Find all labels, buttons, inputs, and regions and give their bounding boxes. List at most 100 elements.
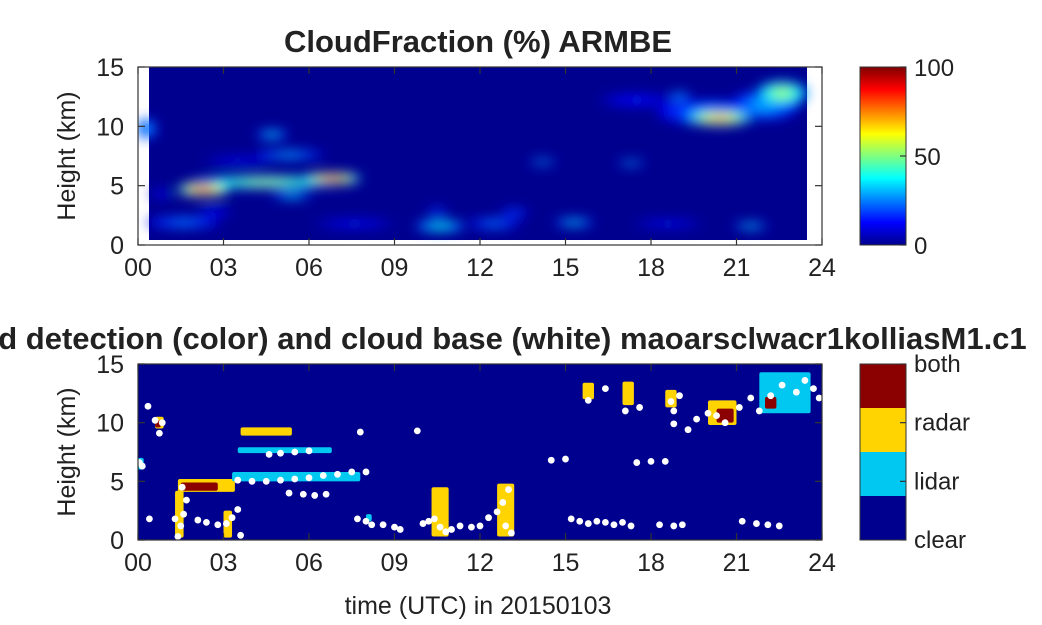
cloud-base-point <box>792 388 800 396</box>
cloud-base-point <box>627 522 635 530</box>
detection-both <box>180 482 218 491</box>
bottom-y-tick-label: 10 <box>96 410 124 438</box>
cloud-base-point <box>619 519 626 526</box>
cloud-fraction-blob <box>434 209 441 214</box>
top-y-axis: 0 5 10 15 <box>96 54 822 260</box>
cloud-fraction-blob <box>432 224 448 229</box>
top-x-tick-label: 09 <box>381 254 409 282</box>
cloud-base-point <box>425 517 433 525</box>
cloud-fraction-blob <box>173 220 194 225</box>
cloud-fraction-blob <box>626 98 648 103</box>
cloud-base-point <box>436 523 444 531</box>
cloud-base-point <box>322 490 330 498</box>
cloud-fraction-blob <box>143 126 150 132</box>
cloud-base-point <box>499 499 507 506</box>
cloud-base-point <box>456 522 464 530</box>
bottom-colorbar-tick-label: both <box>914 351 961 378</box>
cloud-fraction-blob <box>774 89 790 97</box>
bottom-colorbar-segment <box>860 496 906 540</box>
cloud-base-point <box>764 521 772 529</box>
cloud-fraction-blob <box>627 161 636 166</box>
cloud-base-point <box>476 522 484 530</box>
cloud-base-point <box>507 529 515 537</box>
cloud-base-point <box>299 490 307 498</box>
cloud-base-point <box>505 486 512 493</box>
bottom-x-tick-label: 09 <box>381 549 409 577</box>
bottom-colorbar-tick-label: lidar <box>914 468 959 495</box>
cloud-base-point <box>753 520 760 527</box>
bottom-y-tick-label: 15 <box>96 351 124 379</box>
detection-both <box>765 396 777 409</box>
cloud-base-point <box>146 515 153 523</box>
cloud-base-point <box>178 483 186 491</box>
cloud-base-point <box>431 515 438 523</box>
cloud-base-point <box>747 394 755 402</box>
cloud-base-point <box>291 475 299 483</box>
cloud-base-point <box>311 492 319 499</box>
cloud-base-point <box>234 506 242 513</box>
cloud-base-point <box>262 477 270 485</box>
detection-both <box>716 408 734 423</box>
cloud-base-point <box>448 526 455 533</box>
cloud-base-point <box>661 457 669 465</box>
cloud-fraction-blob <box>343 221 366 226</box>
top-y-tick-label: 15 <box>96 54 124 82</box>
cloud-base-point <box>621 407 629 415</box>
cloud-base-point <box>721 419 729 427</box>
cloud-fraction-blob <box>245 180 287 185</box>
top-colorbar-tick-label: 50 <box>914 144 941 171</box>
cloud-base-point <box>602 385 609 393</box>
cloud-base-point <box>584 396 592 404</box>
top-colorbar <box>859 66 907 246</box>
bottom-x-axis-label: time (UTC) in 20150103 <box>345 592 612 620</box>
cloud-base-point <box>738 517 746 525</box>
bottom-x-tick-label: 12 <box>466 549 494 577</box>
cloud-base-point <box>144 402 152 410</box>
cloud-base-point <box>801 377 809 384</box>
cloud-fraction-blob <box>538 159 547 164</box>
cloud-base-point <box>158 419 166 427</box>
cloud-base-point <box>413 427 421 435</box>
bottom-colorbar <box>860 364 906 540</box>
bottom-chart-title: Cloud detection (color) and cloud base (… <box>0 321 1027 356</box>
cloud-base-point <box>693 415 700 423</box>
bottom-y-axis: 0 5 10 15 <box>96 351 822 555</box>
cloud-base-point <box>180 510 188 518</box>
cloud-fraction-blob <box>279 152 299 157</box>
bottom-colorbar-tick-label: clear <box>914 527 966 554</box>
top-x-tick-label: 21 <box>723 254 751 282</box>
cloud-base-point <box>610 521 618 529</box>
top-x-tick-label: 12 <box>466 254 494 282</box>
cloud-base-point <box>362 517 370 525</box>
cloud-base-point <box>183 496 190 504</box>
cloud-base-point <box>767 392 775 400</box>
bottom-x-tick-label: 03 <box>210 549 238 577</box>
cloud-base-point <box>815 394 822 402</box>
top-heatmap-background <box>149 67 807 240</box>
cloud-base-point <box>171 515 179 523</box>
cloud-base-point <box>234 476 242 484</box>
cloud-base-point <box>468 523 475 531</box>
cloud-fraction-blob <box>658 221 678 226</box>
cloud-base-point <box>656 521 663 529</box>
cloud-base-point <box>334 470 341 478</box>
cloud-base-point <box>576 517 584 525</box>
cloud-base-point <box>678 521 686 529</box>
top-colorbar-ticks: 0 50 100 <box>900 55 954 260</box>
cloud-base-point <box>354 515 361 523</box>
cloud-base-point <box>237 531 245 539</box>
cloud-base-point <box>203 519 210 526</box>
cloud-base-point <box>396 526 404 533</box>
cloud-base-point <box>285 489 293 497</box>
top-x-tick-label: 00 <box>124 254 152 282</box>
cloud-base-point <box>348 468 356 476</box>
cloud-base-point <box>391 523 398 531</box>
cloud-base-point <box>713 412 720 420</box>
top-colorbar-tick-label: 0 <box>914 233 927 260</box>
cloud-base-point <box>228 514 236 522</box>
cloud-base-point <box>633 459 641 466</box>
bottom-colorbar-segment <box>860 408 906 452</box>
bottom-colorbar-ticks: clear lidar radar both <box>900 351 970 554</box>
cloud-base-point <box>194 516 202 524</box>
